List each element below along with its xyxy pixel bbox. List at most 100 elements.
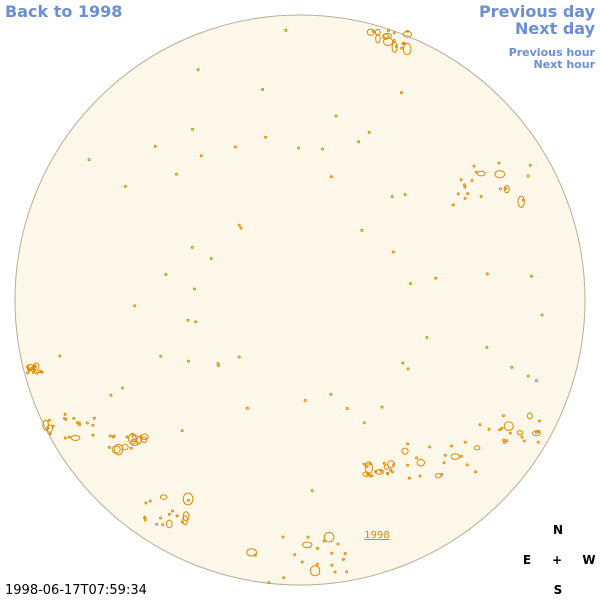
compass-center: + (552, 553, 562, 567)
contour (510, 365, 514, 369)
contour (522, 439, 526, 443)
contour (502, 438, 506, 442)
contour (180, 520, 184, 524)
contour (123, 184, 127, 188)
contour (498, 187, 502, 191)
contour (501, 414, 505, 418)
contour (108, 434, 112, 438)
contour (144, 501, 148, 505)
contour (159, 354, 163, 358)
contour (267, 581, 271, 585)
contour (193, 287, 197, 291)
contour (401, 447, 409, 455)
contour (500, 426, 504, 430)
contour (382, 37, 394, 47)
contour (194, 320, 198, 324)
contour (85, 421, 89, 425)
contour (390, 195, 394, 199)
contour (374, 470, 378, 474)
contour (47, 418, 51, 422)
contour (186, 318, 190, 322)
contour (182, 511, 190, 522)
contour (143, 516, 147, 520)
contour (129, 446, 133, 450)
contour (399, 91, 403, 95)
contour (281, 535, 285, 539)
year-link[interactable]: 1998 (364, 530, 389, 541)
contour (186, 498, 190, 502)
contour (209, 257, 213, 261)
contour (459, 454, 463, 458)
contour (463, 185, 467, 189)
contour (389, 468, 393, 472)
timestamp: 1998-06-17T07:59:34 (5, 583, 147, 598)
contour (333, 570, 337, 574)
contour (517, 195, 525, 208)
contour (190, 127, 194, 131)
contour (487, 427, 491, 431)
contour (329, 392, 333, 396)
solar-disk (14, 14, 586, 586)
contour (87, 158, 91, 162)
compass-west: W (582, 553, 595, 567)
contour (532, 430, 541, 437)
contour (536, 440, 540, 444)
contour (503, 421, 514, 432)
contour (48, 432, 52, 436)
contour (148, 499, 152, 503)
contour (443, 453, 447, 457)
contour (360, 228, 364, 232)
contour (341, 557, 345, 561)
contour (40, 370, 44, 374)
previous-day-link[interactable]: Previous day (479, 2, 596, 21)
contour (472, 164, 476, 168)
contour (130, 440, 139, 446)
back-link[interactable]: Back to 1998 (5, 2, 122, 21)
contour (42, 419, 49, 431)
next-hour-link[interactable]: Next hour (534, 58, 596, 71)
contour (300, 560, 304, 564)
contour (216, 364, 220, 368)
contour (32, 362, 40, 371)
contour (26, 371, 30, 375)
contour (380, 405, 384, 409)
contours (26, 28, 544, 585)
contour (401, 42, 405, 46)
contour (425, 336, 429, 340)
contour (237, 223, 241, 227)
contour (371, 29, 375, 33)
contour (405, 463, 409, 467)
compass-east: E (523, 553, 531, 567)
contour (402, 42, 412, 56)
contour (75, 421, 79, 425)
contour (111, 445, 121, 454)
contour (282, 576, 286, 580)
contour (365, 464, 369, 468)
contour (392, 31, 396, 35)
contour (293, 553, 297, 557)
contour (505, 439, 509, 443)
contour (442, 461, 446, 465)
contour (408, 282, 412, 286)
contour (485, 272, 489, 276)
compass-north: N (553, 523, 563, 537)
contour (415, 456, 419, 460)
contour (199, 154, 203, 158)
contour (63, 412, 67, 416)
contour (526, 412, 533, 420)
contour (473, 445, 481, 451)
contour (132, 434, 139, 441)
contour (109, 393, 113, 397)
contour (70, 435, 81, 441)
contour (140, 436, 148, 443)
contour (64, 417, 68, 421)
contour (91, 423, 95, 427)
contour (63, 436, 67, 440)
contour (233, 145, 237, 149)
contour (174, 172, 178, 176)
previous-hour-link[interactable]: Previous hour (509, 46, 596, 59)
contour (465, 463, 469, 467)
contour (112, 434, 116, 438)
next-day-link[interactable]: Next day (515, 19, 596, 38)
